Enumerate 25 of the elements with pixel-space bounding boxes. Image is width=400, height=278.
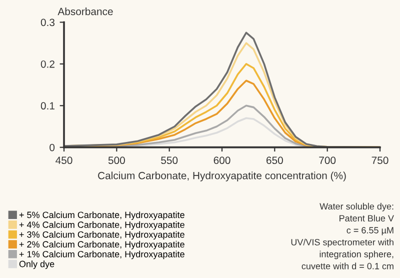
y-axis-title: Absorbance <box>58 8 113 16</box>
legend-label: Only dye <box>19 260 54 269</box>
legend-label: + 4% Calcium Carbonate, Hydroxyapatite <box>19 221 184 230</box>
y-tick-label: 0.2 <box>40 60 54 68</box>
x-tick-label: 700 <box>319 156 336 164</box>
x-tick-label: 450 <box>56 156 72 164</box>
text: UV/VIS spectrometer with <box>291 238 394 248</box>
text: c = 6.55 µM <box>346 227 394 236</box>
x-tick-label: 750 <box>372 156 388 164</box>
legend-label: + 1% Calcium Carbonate, Hydroxyapatite <box>19 250 184 260</box>
x-axis-title: Calcium Carbonate, Hydroxyapatite concentration (%) <box>98 172 346 182</box>
text: cuvette with d = 0.1 cm <box>302 262 394 270</box>
legend-label: + 5% Calcium Carbonate, Hydroxyapatite <box>19 211 184 220</box>
x-tick-label: 500 <box>108 156 125 164</box>
legend-label: + 3% Calcium Carbonate, Hydroxyapatite <box>19 231 184 240</box>
x-tick-label: 650 <box>266 156 283 164</box>
legend-label: + 2% Calcium Carbonate, Hydroxyapatite <box>19 240 184 250</box>
x-tick-label: 600 <box>214 156 230 164</box>
y-tick-label: 0.1 <box>40 102 54 110</box>
text: Water soluble dye: <box>320 202 394 212</box>
x-tick-label: 550 <box>161 156 178 164</box>
text: Patent Blue V <box>340 214 394 222</box>
text: integration sphere, <box>320 250 394 260</box>
y-tick-label: 0.3 <box>40 18 55 26</box>
y-tick-label: 0 <box>50 144 55 152</box>
